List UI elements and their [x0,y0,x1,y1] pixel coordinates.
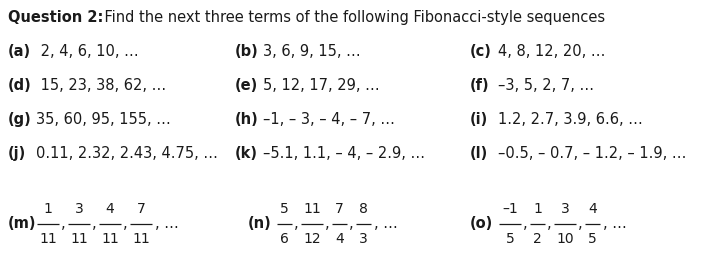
Text: 6: 6 [280,232,289,246]
Text: Find the next three terms of the following Fibonacci-style sequences: Find the next three terms of the followi… [86,10,605,25]
Text: 4, 8, 12, 20, …: 4, 8, 12, 20, … [498,44,606,59]
Text: 3, 6, 9, 15, …: 3, 6, 9, 15, … [263,44,361,59]
Text: 1.2, 2.7, 3.9, 6.6, …: 1.2, 2.7, 3.9, 6.6, … [498,112,643,127]
Text: (f): (f) [470,78,490,93]
Text: (m): (m) [8,217,37,231]
Text: ,: , [523,215,528,231]
Text: , …: , … [603,215,626,231]
Text: 5: 5 [505,232,514,246]
Text: (k): (k) [235,146,258,161]
Text: , …: , … [155,215,179,231]
Text: –3, 5, 2, 7, …: –3, 5, 2, 7, … [498,78,594,93]
Text: 1: 1 [533,202,542,216]
Text: ,: , [294,215,299,231]
Text: –5.1, 1.1, – 4, – 2.9, …: –5.1, 1.1, – 4, – 2.9, … [263,146,425,161]
Text: 5: 5 [588,232,597,246]
Text: 4: 4 [106,202,114,216]
Text: (e): (e) [235,78,258,93]
Text: , …: , … [374,215,397,231]
Text: (a): (a) [8,44,31,59]
Text: ,: , [578,215,582,231]
Text: (h): (h) [235,112,258,127]
Text: 11: 11 [101,232,119,246]
Text: –1, – 3, – 4, – 7, …: –1, – 3, – 4, – 7, … [263,112,395,127]
Text: 8: 8 [359,202,368,216]
Text: 11: 11 [39,232,57,246]
Text: 1: 1 [44,202,53,216]
Text: ,: , [349,215,354,231]
Text: 10: 10 [556,232,574,246]
Text: 3: 3 [75,202,84,216]
Text: 11: 11 [132,232,150,246]
Text: 2, 4, 6, 10, …: 2, 4, 6, 10, … [36,44,139,59]
Text: 11: 11 [303,202,321,216]
Text: –1: –1 [502,202,518,216]
Text: 4: 4 [335,232,344,246]
Text: 7: 7 [335,202,344,216]
Text: ,: , [325,215,330,231]
Text: Question 2:: Question 2: [8,10,104,25]
Text: (o): (o) [470,217,493,231]
Text: 4: 4 [588,202,597,216]
Text: (j): (j) [8,146,26,161]
Text: (d): (d) [8,78,32,93]
Text: ,: , [123,215,127,231]
Text: ,: , [92,215,96,231]
Text: 3: 3 [359,232,368,246]
Text: 7: 7 [137,202,145,216]
Text: ,: , [547,215,552,231]
Text: (n): (n) [248,217,271,231]
Text: 35, 60, 95, 155, …: 35, 60, 95, 155, … [36,112,171,127]
Text: 11: 11 [70,232,88,246]
Text: 3: 3 [561,202,570,216]
Text: (b): (b) [235,44,258,59]
Text: 5: 5 [280,202,289,216]
Text: 0.11, 2.32, 2.43, 4.75, …: 0.11, 2.32, 2.43, 4.75, … [36,146,218,161]
Text: –0.5, – 0.7, – 1.2, – 1.9, …: –0.5, – 0.7, – 1.2, – 1.9, … [498,146,686,161]
Text: (l): (l) [470,146,488,161]
Text: 12: 12 [303,232,321,246]
Text: 5, 12, 17, 29, …: 5, 12, 17, 29, … [263,78,379,93]
Text: (c): (c) [470,44,492,59]
Text: 15, 23, 38, 62, …: 15, 23, 38, 62, … [36,78,166,93]
Text: (i): (i) [470,112,488,127]
Text: ,: , [61,215,66,231]
Text: 2: 2 [533,232,542,246]
Text: (g): (g) [8,112,32,127]
